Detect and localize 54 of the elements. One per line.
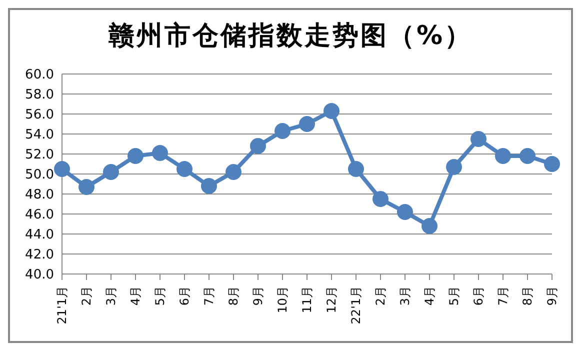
point <box>128 148 144 164</box>
x-tick-label: 22'1月 <box>349 286 363 324</box>
point <box>470 131 486 147</box>
x-tick-label: 12月 <box>324 286 338 314</box>
point <box>520 148 536 164</box>
x-tick-label: 7月 <box>496 286 510 306</box>
x-tick-label: 7月 <box>202 286 216 306</box>
y-tick-label: 48.0 <box>25 188 54 203</box>
point <box>495 148 511 164</box>
y-tick-label: 40.0 <box>25 268 54 283</box>
point <box>274 123 290 139</box>
point <box>372 191 388 207</box>
point <box>446 159 462 175</box>
point <box>176 161 192 177</box>
point <box>348 161 364 177</box>
x-tick-label: 6月 <box>178 286 192 306</box>
x-tick-label: 4月 <box>422 286 436 306</box>
point <box>54 161 70 177</box>
y-tick-label: 52.0 <box>25 148 54 163</box>
y-tick-label: 60.0 <box>25 68 54 83</box>
x-tick-label: 10月 <box>276 286 290 314</box>
point <box>201 178 217 194</box>
point <box>397 204 413 220</box>
point <box>78 179 94 195</box>
y-tick-label: 42.0 <box>25 248 54 263</box>
point <box>250 138 266 154</box>
point <box>103 164 119 180</box>
y-tick-label: 46.0 <box>25 208 54 223</box>
y-tick-label: 54.0 <box>25 128 54 143</box>
x-tick-label: 9月 <box>251 286 265 306</box>
point <box>299 116 315 132</box>
x-tick-label: 3月 <box>104 286 118 306</box>
point <box>422 218 438 234</box>
x-tick-label: 8月 <box>520 286 534 306</box>
point <box>226 164 242 180</box>
x-tick-label: 3月 <box>398 286 412 306</box>
x-tick-label: 11月 <box>300 286 314 314</box>
x-tick-label: 2月 <box>80 286 94 306</box>
x-tick-label: 6月 <box>472 286 486 306</box>
y-tick-label: 50.0 <box>25 168 54 183</box>
x-tick-label: 21'1月 <box>55 286 69 324</box>
x-tick-label: 2月 <box>374 286 388 306</box>
x-tick-label: 5月 <box>447 286 461 306</box>
point <box>324 103 340 119</box>
point <box>544 156 560 172</box>
x-tick-label: 8月 <box>226 286 240 306</box>
chart-title: 赣州市仓储指数走势图（%） <box>107 20 474 53</box>
y-tick-label: 44.0 <box>25 228 54 243</box>
y-tick-label: 56.0 <box>25 108 54 123</box>
x-tick-label: 9月 <box>545 286 559 306</box>
y-tick-label: 58.0 <box>25 88 54 103</box>
x-tick-label: 5月 <box>153 286 167 306</box>
point <box>152 145 168 161</box>
x-tick-label: 4月 <box>128 286 142 306</box>
